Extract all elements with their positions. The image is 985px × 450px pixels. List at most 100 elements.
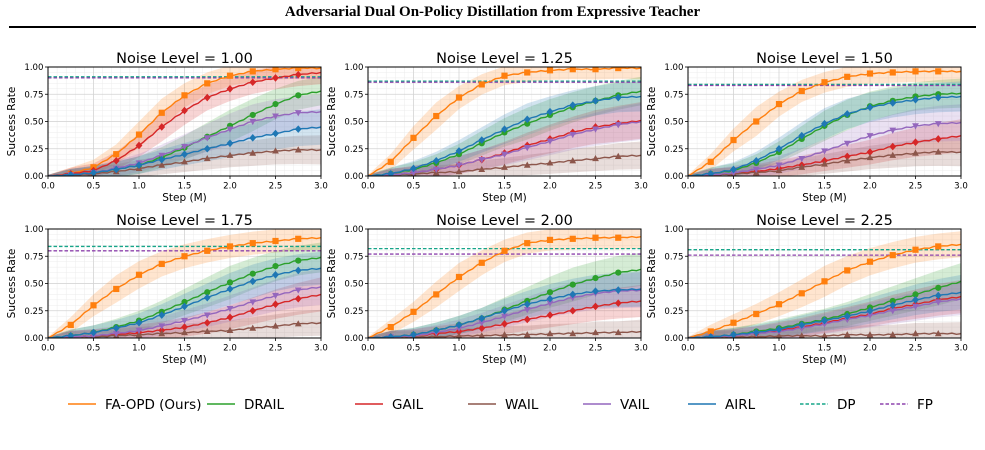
band-gail <box>48 67 321 176</box>
point-airl <box>294 266 302 275</box>
y-tick-label: 0.25 <box>664 145 683 155</box>
band-fa-opd-ours <box>48 229 321 338</box>
point-fa-opd-ours <box>158 260 165 267</box>
point-vail <box>912 303 919 310</box>
point-vail <box>614 122 622 129</box>
legend-label: WAIL <box>505 397 539 413</box>
x-tick-label: 2.5 <box>909 182 923 192</box>
markers-gail <box>67 70 302 176</box>
legend-item-gail: GAIL <box>355 397 424 413</box>
point-vail <box>501 151 508 158</box>
point-vail <box>546 138 554 145</box>
point-wail <box>501 331 508 338</box>
y-axis-label: Success Rate <box>326 249 338 319</box>
point-airl <box>752 156 760 165</box>
point-airl <box>934 291 942 300</box>
point-fa-opd-ours <box>524 69 531 76</box>
point-drail <box>204 289 211 296</box>
x-tick-label: 3.0 <box>634 344 648 354</box>
point-airl <box>112 165 120 174</box>
point-gail <box>158 123 166 131</box>
point-airl <box>912 95 919 104</box>
point-airl <box>889 301 897 310</box>
point-fa-opd-ours <box>501 247 508 254</box>
x-tick-label: 0.5 <box>407 344 421 354</box>
point-gail <box>203 318 211 327</box>
band-airl <box>48 109 321 176</box>
y-tick-label: 0.75 <box>664 90 683 100</box>
y-tick-label: 0.25 <box>664 307 683 317</box>
point-vail <box>203 312 211 319</box>
point-airl <box>775 325 783 334</box>
point-gail <box>866 148 874 156</box>
x-tick-label: 3.0 <box>634 182 648 192</box>
y-tick-label: 0.00 <box>344 334 363 344</box>
y-tick-label: 1.00 <box>24 225 43 235</box>
point-fa-opd-ours <box>730 319 737 326</box>
point-drail <box>935 284 942 291</box>
x-tick-label: 0.5 <box>727 182 741 192</box>
y-tick-label: 0.50 <box>24 118 43 128</box>
plot-marks <box>688 67 961 176</box>
point-fa-opd-ours <box>204 247 211 254</box>
point-wail <box>775 166 783 174</box>
legend-item-airl: AIRL <box>688 397 756 413</box>
point-drail <box>272 262 279 270</box>
point-airl <box>843 312 851 320</box>
legend-item-wail: WAIL <box>468 397 539 413</box>
point-wail <box>249 149 257 156</box>
point-airl <box>614 286 622 294</box>
y-tick-label: 0.50 <box>24 280 43 290</box>
point-vail <box>294 287 302 294</box>
y-axis-label: Success Rate <box>6 87 18 157</box>
point-fa-opd-ours <box>501 72 508 79</box>
band-airl <box>368 271 641 338</box>
point-drail <box>295 257 302 264</box>
point-fa-opd-ours <box>113 285 120 293</box>
point-fa-opd-ours <box>90 302 97 309</box>
point-vail <box>294 110 302 117</box>
markers-airl <box>387 286 622 338</box>
markers-wail <box>388 152 622 176</box>
point-drail <box>546 289 554 296</box>
point-wail <box>843 331 851 338</box>
point-fa-opd-ours <box>546 67 554 74</box>
point-fa-opd-ours <box>569 235 576 242</box>
point-wail <box>889 331 897 338</box>
point-fa-opd-ours <box>753 118 760 125</box>
x-tick-label: 2.0 <box>543 344 557 354</box>
point-gail <box>546 311 554 319</box>
x-tick-label: 0.5 <box>407 182 421 192</box>
point-fa-opd-ours <box>866 258 874 265</box>
point-airl <box>203 144 211 153</box>
point-wail <box>775 332 783 338</box>
point-drail <box>249 270 256 277</box>
legend-item-drail: DRAIL <box>207 397 284 413</box>
point-fa-opd-ours <box>569 67 576 73</box>
point-airl <box>67 171 75 176</box>
legend-label: GAIL <box>392 397 424 413</box>
subplot-title: Noise Level = 2.25 <box>756 213 893 229</box>
point-gail <box>843 152 851 161</box>
point-vail <box>546 300 554 307</box>
point-wail <box>158 161 166 168</box>
point-fa-opd-ours <box>821 79 828 86</box>
point-fa-opd-ours <box>295 235 302 242</box>
point-wail <box>249 324 257 331</box>
point-airl <box>707 333 715 338</box>
point-wail <box>843 157 851 164</box>
point-fa-opd-ours <box>410 308 417 315</box>
point-fa-opd-ours <box>775 301 783 308</box>
point-fa-opd-ours <box>730 136 737 144</box>
point-airl <box>523 115 531 124</box>
point-gail <box>181 106 188 115</box>
point-airl <box>90 328 97 337</box>
point-airl <box>181 150 188 158</box>
point-airl <box>410 164 417 173</box>
point-fa-opd-ours <box>113 151 120 158</box>
point-airl <box>546 294 554 303</box>
point-fa-opd-ours <box>387 158 394 165</box>
point-vail <box>592 126 599 133</box>
point-fa-opd-ours <box>844 73 851 80</box>
markers-fa-opd-ours <box>67 235 302 329</box>
